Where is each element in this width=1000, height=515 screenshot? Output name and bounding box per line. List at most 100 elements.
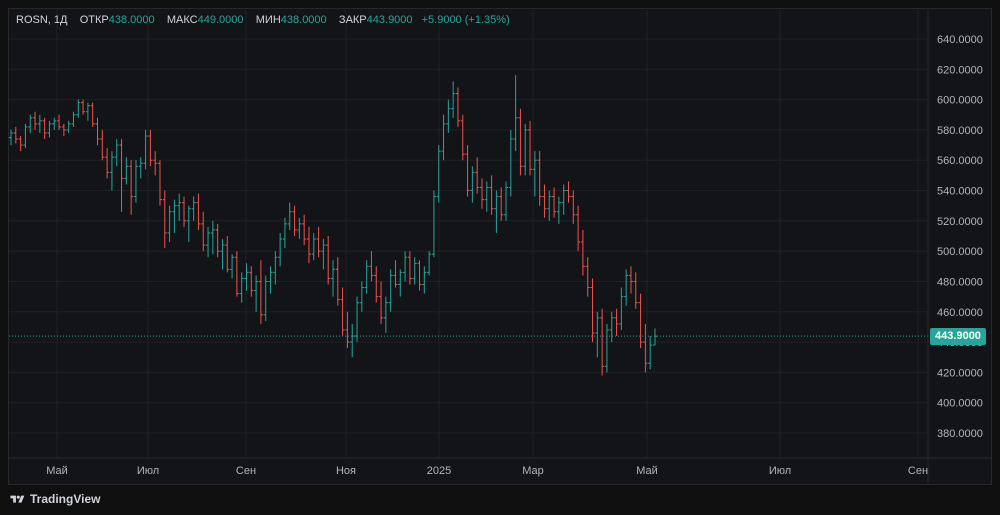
price-tick-label: 540.0000 xyxy=(937,186,983,198)
time-tick-label: Июл xyxy=(769,465,791,477)
ohlc-bar xyxy=(273,251,278,285)
ohlc-bar xyxy=(76,99,81,118)
high-label: МАКС xyxy=(166,14,198,26)
ohlc-bar xyxy=(460,114,465,161)
ohlc-bar xyxy=(326,236,331,285)
ohlc-bar xyxy=(340,287,345,337)
ohlc-bar xyxy=(37,114,42,133)
ohlc-bar xyxy=(66,120,71,133)
low-label: МИН xyxy=(255,14,281,26)
ohlc-bar xyxy=(638,293,643,349)
ohlc-bar xyxy=(95,117,100,146)
ohlc-bar xyxy=(177,193,182,221)
ohlc-bar xyxy=(162,190,167,249)
price-tick-label: 380.0000 xyxy=(937,428,983,440)
ohlc-bar xyxy=(292,205,297,236)
price-tick-label: 520.0000 xyxy=(937,216,983,228)
ohlc-bar xyxy=(475,157,480,194)
price-tick-label: 500.0000 xyxy=(937,246,983,258)
symbol-label[interactable]: ROSN, 1Д xyxy=(16,14,68,26)
ohlc-bar xyxy=(311,232,316,261)
ohlc-bar xyxy=(523,123,528,176)
tradingview-brand[interactable]: TradingView xyxy=(9,492,100,506)
ohlc-bar xyxy=(542,184,547,218)
ohlc-bar xyxy=(595,311,600,358)
ohlc-bar xyxy=(210,220,215,255)
ohlc-bar xyxy=(52,117,57,130)
ohlc-bar xyxy=(119,139,124,212)
ohlc-bar xyxy=(258,260,263,324)
ohlc-bar xyxy=(282,217,287,249)
low-value: 438.0000 xyxy=(280,14,327,26)
time-tick-label: Июл xyxy=(137,465,159,477)
ohlc-bar xyxy=(33,111,38,130)
ohlc-bar xyxy=(388,269,393,312)
ohlc-bar xyxy=(518,108,523,176)
ohlc-bar xyxy=(124,157,129,185)
time-tick-label: Сен xyxy=(236,465,256,477)
time-tick-label: Мар xyxy=(522,465,544,477)
ohlc-bar xyxy=(302,214,307,246)
ohlc-bar xyxy=(628,266,633,294)
ohlc-bar xyxy=(489,175,494,215)
time-axis[interactable]: Май Июл Сен Ноя 2025 Мар Май Июл Сен xyxy=(9,457,991,477)
ohlc-bar xyxy=(600,308,605,376)
chart-panel[interactable] xyxy=(8,8,992,485)
ohlc-bar xyxy=(355,296,360,343)
ohlc-legend: ROSN, 1Д ОТКР438.0000 МАКС449.0000 МИН43… xyxy=(16,14,510,26)
ohlc-bar xyxy=(417,260,422,291)
ohlc-bar xyxy=(157,160,162,206)
ohlc-bar xyxy=(441,114,446,161)
ohlc-bar xyxy=(133,160,138,203)
ohlc-bar xyxy=(585,257,590,297)
ohlc-bar xyxy=(653,328,657,346)
price-axis[interactable]: 640.0000 620.0000 600.0000 580.0000 560.0000… xyxy=(927,10,983,484)
ohlc-bar xyxy=(206,226,211,258)
ohlc-bar xyxy=(470,166,475,203)
ohlc-bar xyxy=(547,190,552,221)
ohlc-bar xyxy=(244,263,249,291)
ohlc-bar xyxy=(393,260,398,288)
ohlc-bar xyxy=(427,251,432,276)
ohlc-bar xyxy=(153,151,158,176)
ohlc-bar xyxy=(191,196,196,221)
ohlc-bar xyxy=(148,129,153,167)
ohlc-bar xyxy=(580,229,585,276)
ohlc-bar xyxy=(42,117,47,140)
ohlc-bar xyxy=(379,281,384,324)
price-tick-label: 620.0000 xyxy=(937,64,983,76)
ohlc-bar xyxy=(28,114,33,133)
ohlc-bars xyxy=(9,75,657,376)
ohlc-bar xyxy=(561,184,566,215)
price-tick-label: 400.0000 xyxy=(937,398,983,410)
ohlc-bar xyxy=(528,120,533,176)
ohlc-bar xyxy=(484,181,489,212)
ohlc-bar xyxy=(254,275,259,312)
ohlc-bar xyxy=(465,145,470,197)
price-tick-label: 560.0000 xyxy=(937,155,983,167)
ohlc-bar xyxy=(431,190,436,258)
close-value: 443.9000 xyxy=(366,14,413,26)
ohlc-bar xyxy=(537,151,542,206)
ohlc-bar xyxy=(201,211,206,252)
ohlc-bar xyxy=(321,239,326,270)
ohlc-bar xyxy=(249,266,254,297)
ohlc-bar xyxy=(90,102,95,127)
open-value: 438.0000 xyxy=(108,14,155,26)
ohlc-bar xyxy=(100,129,105,161)
ohlc-bar xyxy=(225,236,230,273)
ohlc-bar xyxy=(552,187,557,218)
ohlc-bar xyxy=(494,190,499,233)
time-tick-label: 2025 xyxy=(427,465,451,477)
close-label: ЗАКР xyxy=(338,14,367,26)
ohlc-bar xyxy=(504,181,509,221)
open-label: ОТКР xyxy=(79,14,109,26)
ohlc-bar xyxy=(182,196,187,227)
ohlc-bar xyxy=(230,254,235,279)
ohlc-bar xyxy=(614,308,619,337)
tradingview-logo-icon xyxy=(10,495,25,503)
ohlc-bar xyxy=(215,223,220,258)
ohlc-bar xyxy=(576,205,581,252)
